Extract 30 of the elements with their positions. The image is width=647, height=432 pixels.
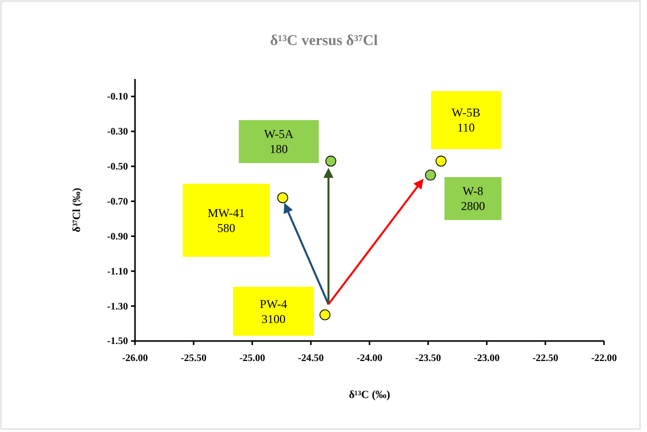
x-tick-label: -26.00 bbox=[122, 353, 148, 364]
y-tick-label: -1.30 bbox=[107, 301, 128, 312]
x-axis-title: δ¹³C (‰) bbox=[348, 389, 390, 401]
x-tick-label: -25.00 bbox=[239, 353, 266, 364]
point bbox=[425, 170, 436, 181]
y-tick-label: -1.10 bbox=[107, 266, 128, 278]
y-tick-label: -0.10 bbox=[107, 92, 128, 103]
annotation: W-8 2800 bbox=[460, 184, 485, 214]
point bbox=[325, 156, 336, 167]
y-tick-label: -0.50 bbox=[107, 162, 128, 173]
annotation: W-5B 110 bbox=[452, 106, 480, 135]
x-tick-label: -24.00 bbox=[356, 353, 382, 364]
y-tick-label: -0.70 bbox=[107, 196, 128, 208]
x-tick-label: -22.00 bbox=[591, 353, 617, 364]
x-tick-label: -25.50 bbox=[180, 353, 207, 364]
point bbox=[436, 156, 446, 167]
y-tick-label: -1.50 bbox=[107, 336, 128, 348]
chart-title: δ¹³C versus δ³⁷Cl bbox=[270, 33, 378, 49]
y-tick-label: -0.90 bbox=[107, 231, 128, 242]
annotation: PW-4 3100 bbox=[260, 296, 288, 326]
y-axis-title: δ³⁷Cl (‰) bbox=[71, 187, 83, 232]
x-tick-label: -22.50 bbox=[532, 353, 558, 364]
y-tick-label: -0.30 bbox=[107, 126, 128, 138]
annotation: W-5A 180 bbox=[264, 127, 294, 156]
x-tick-label: -23.50 bbox=[415, 353, 442, 364]
x-tick-label: -23.00 bbox=[474, 353, 500, 364]
annotation: MW-41 580 bbox=[208, 206, 245, 235]
point bbox=[320, 309, 330, 320]
point bbox=[277, 192, 288, 204]
x-tick-label: -24.50 bbox=[298, 353, 324, 364]
